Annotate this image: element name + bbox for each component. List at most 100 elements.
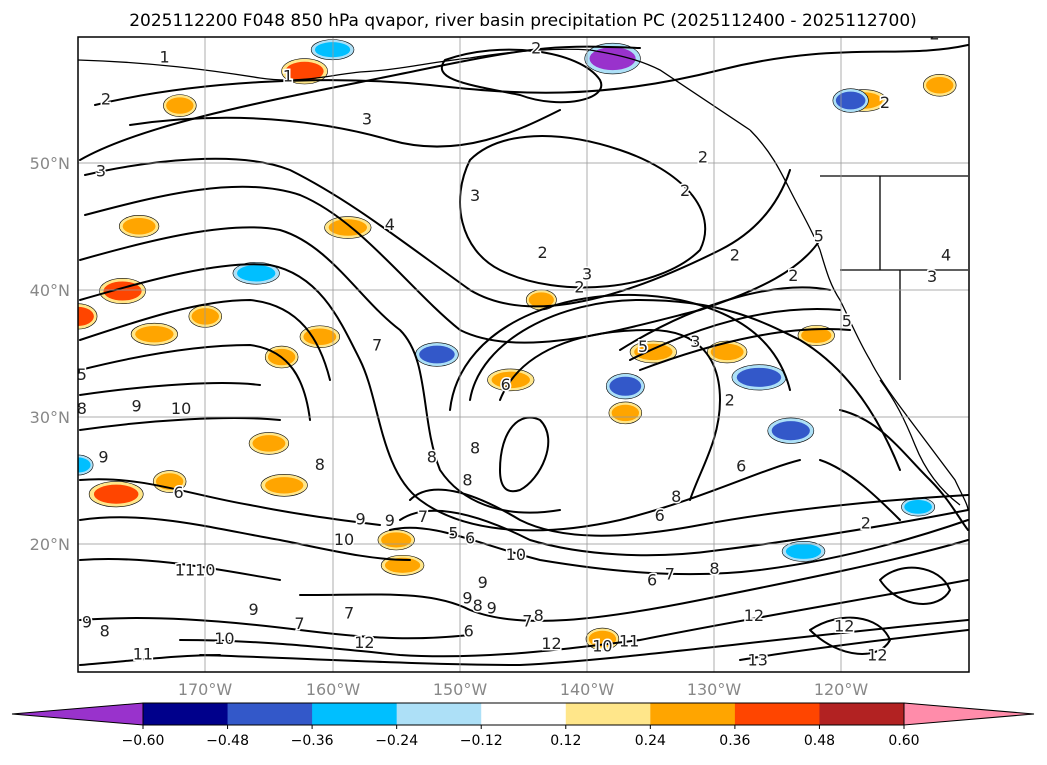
contour-label: 6 [465,529,475,548]
colorbar-swatch [819,703,905,725]
colorbar-swatch [650,703,736,725]
precip-patch [88,481,144,508]
contour-line [79,45,641,161]
lat-label-20n: 20°N [30,535,70,554]
contour-label: 12 [867,646,887,665]
contour-line [499,416,550,493]
contour-line [819,459,901,521]
vapor-contours [79,44,969,666]
lon-label-150w: 150°W [433,680,488,699]
contour-label: 2 [574,277,584,296]
contour-label: 11 [619,632,639,651]
contour-label: 2 [880,93,890,112]
contour-label: 2 [101,89,111,108]
contour-label: 8 [473,596,483,615]
contour-label: 9 [249,600,259,619]
colorbar-label: −0.24 [375,733,418,749]
contour-line [79,558,281,581]
contour-line [629,308,841,361]
coastline-baja [879,379,961,506]
lon-label-140w: 140°W [560,680,615,699]
map-frame [77,36,970,673]
contour-label: 8 [671,487,681,506]
coastline-us-west [839,299,969,511]
contour-label: 6 [173,483,183,502]
precip-patch [99,277,146,305]
contour-label: 9 [98,447,108,466]
colorbar-label: 0.36 [719,733,750,749]
contour-label: 9 [82,613,92,632]
contour-label: 2 [930,25,940,44]
precip-patch [706,340,748,364]
colorbar-label: 0.60 [888,733,919,749]
contour-label: 7 [294,614,304,633]
contour-label: 1 [283,66,293,85]
contour-label: 3 [690,332,700,351]
colorbar-label: −0.36 [291,733,334,749]
contour-label: 2 [531,39,541,58]
contour-label: 2 [725,390,735,409]
colorbar-label: −0.48 [206,733,249,749]
contour-line [79,226,561,514]
contour-label: 12 [354,633,374,652]
contour-label: 10 [334,530,354,549]
precip-patch [487,368,535,392]
contour-label: 8 [427,447,437,466]
figure-title: 2025112200 F048 850 hPa qvapor, river ba… [129,11,917,31]
contour-line [79,382,261,396]
contour-label: 5 [842,312,852,331]
contour-label: 6 [655,506,665,525]
contour-label: 12 [834,616,854,635]
precip-patch [767,417,815,444]
colorbar-swatch [143,703,229,725]
contour-line [129,109,561,148]
contour-line [459,135,707,289]
colorbar-labels: −0.60 −0.48 −0.36 −0.24 −0.12 0.12 0.24 0.36 0.4… [122,725,920,749]
contour-label: 3 [362,110,372,129]
colorbar-extend-low [11,702,144,726]
contour-line [879,566,951,605]
contour-label: 11 [133,644,153,663]
contour-label: 3 [96,162,106,181]
contour-label: 10 [195,560,215,579]
contour-line [499,329,721,501]
contour-label: 4 [385,215,395,234]
contour-line [79,516,411,561]
longitude-axis: 170°W 160°W 150°W 140°W 130°W 120°W [178,680,869,699]
contour-label: 2 [698,148,708,167]
contour-line [619,286,831,351]
lon-label-130w: 130°W [687,680,742,699]
contour-line [79,299,331,381]
contour-label: 7 [372,336,382,355]
contour-line [94,44,969,106]
precip-patch [781,540,826,562]
contour-line [199,619,969,666]
precip-patch [629,340,677,364]
contour-label: 2 [861,513,871,532]
contour-line [79,344,311,421]
precip-patch [901,497,936,517]
coastline-bc [749,129,841,301]
contour-label: 11 [175,560,195,579]
contour-label: 2 [730,246,740,265]
precip-patch [922,74,957,97]
precip-patch [299,325,341,348]
colorbar-swatch [734,703,820,725]
colorbar-label: 0.48 [804,733,835,749]
contour-label: 8 [462,470,472,489]
colorbar-swatch [396,703,482,725]
contour-label: 10 [171,399,191,418]
contour-label: 1 [159,47,169,66]
contour-label: 8 [470,439,480,458]
contour-label: 9 [355,510,365,529]
colorbar-swatches [11,702,1035,726]
contour-line [839,409,969,531]
colorbar-swatch [565,703,651,725]
contour-line [79,617,471,640]
lon-label-120w: 120°W [814,680,869,699]
contour-label: 9 [131,397,141,416]
contour-line [79,417,281,431]
contour-label: 3 [582,265,592,284]
